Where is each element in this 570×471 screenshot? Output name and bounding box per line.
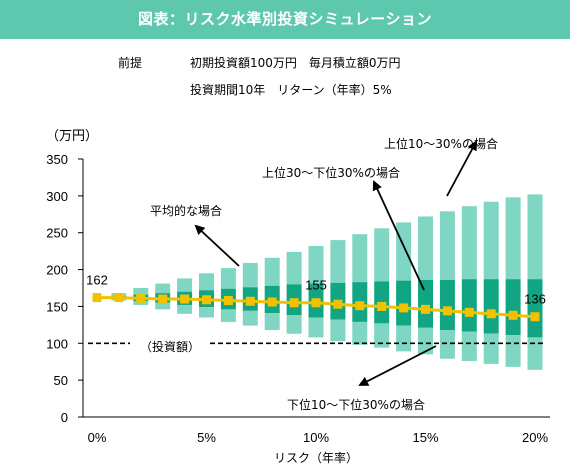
band-lower-10-30 xyxy=(308,317,324,338)
band-lower-10-30 xyxy=(155,302,171,310)
average-point xyxy=(421,304,430,314)
average-point xyxy=(267,297,277,307)
band-upper-10-30 xyxy=(505,197,521,280)
band-upper-10-30 xyxy=(286,251,302,285)
band-lower-10-30 xyxy=(330,319,346,342)
average-point xyxy=(486,309,496,319)
y-tick-label: 250 xyxy=(46,226,68,241)
average-point xyxy=(289,298,299,308)
x-tick-label: 0% xyxy=(88,430,107,445)
band-upper-10-30 xyxy=(330,240,346,283)
data-label: 162 xyxy=(86,273,108,288)
band-lower-10-30 xyxy=(418,327,433,355)
average-point xyxy=(136,293,146,303)
annotation-average: 平均的な場合 xyxy=(150,203,222,218)
band-upper-10-30 xyxy=(374,228,390,282)
premise-line-2: 投資期間10年 リターン（年率）5% xyxy=(190,83,392,97)
average-point xyxy=(355,301,365,311)
y-tick-label: 350 xyxy=(46,152,68,167)
band-lower-10-30 xyxy=(264,313,280,331)
band-lower-10-30 xyxy=(374,323,390,348)
average-point xyxy=(114,293,124,303)
average-point xyxy=(464,307,474,317)
band-upper-10-30 xyxy=(177,278,193,292)
arrow-average xyxy=(194,224,240,267)
band-upper30-lower30 xyxy=(527,279,543,338)
band-lower-10-30 xyxy=(396,325,412,352)
band-upper-10-30 xyxy=(199,273,214,291)
band-upper-10-30 xyxy=(264,257,280,286)
band-lower-10-30 xyxy=(133,301,149,305)
data-label: 155 xyxy=(305,278,327,293)
band-upper30-lower30 xyxy=(396,280,412,326)
band-lower-10-30 xyxy=(483,333,499,364)
band-upper-10-30 xyxy=(242,262,258,288)
y-tick-label: 300 xyxy=(46,189,68,204)
band-lower-10-30 xyxy=(177,304,193,314)
band-lower-10-30 xyxy=(461,331,477,361)
x-axis-label: リスク（年率） xyxy=(274,450,358,465)
arrow-upper-10-30 xyxy=(446,140,477,197)
band-upper30-lower30 xyxy=(505,279,521,336)
average-point xyxy=(180,294,190,304)
band-lower-10-30 xyxy=(505,335,521,367)
band-upper-10-30 xyxy=(308,245,324,284)
band-upper-10-30 xyxy=(155,283,171,294)
arrow-lower-10-30 xyxy=(358,345,437,386)
band-lower-10-30 xyxy=(242,310,258,326)
title-banner: 図表：リスク水準別投資シミュレーション xyxy=(0,0,570,39)
band-lower-10-30 xyxy=(527,337,543,370)
arrow-upper30-lower30 xyxy=(372,180,425,291)
band-upper-10-30 xyxy=(483,201,499,280)
average-point xyxy=(377,301,387,311)
average-point xyxy=(530,312,540,322)
annotation-lower-10-30: 下位10～下位30%の場合 xyxy=(287,397,425,412)
band-upper-10-30 xyxy=(461,206,477,280)
average-point xyxy=(158,294,168,304)
y-tick-label: 0 xyxy=(61,410,68,425)
premise-label: 前提 xyxy=(118,56,143,70)
band-lower-10-30 xyxy=(199,307,214,318)
average-point xyxy=(202,295,211,305)
band-upper-10-30 xyxy=(439,211,455,280)
x-tick-label: 5% xyxy=(197,430,216,445)
average-point xyxy=(92,293,102,303)
annotation-upper30-lower30: 上位30～下位30%の場合 xyxy=(262,165,400,180)
premise-line-1: 初期投資額100万円 毎月積立額0万円 xyxy=(190,56,401,70)
average-point xyxy=(245,296,255,306)
band-lower-10-30 xyxy=(352,321,368,345)
average-point xyxy=(442,306,452,316)
band-upper30-lower30 xyxy=(483,279,499,334)
chart-title: 図表：リスク水準別投資シミュレーション xyxy=(138,10,432,28)
band-upper-10-30 xyxy=(220,268,236,289)
average-point xyxy=(399,303,409,313)
band-lower-10-30 xyxy=(220,309,236,322)
y-unit-label: （万円） xyxy=(46,128,98,143)
band-lower-10-30 xyxy=(286,315,302,334)
band-lower-10-30 xyxy=(439,330,455,359)
reference-line-label: （投資額） xyxy=(140,339,200,354)
average-point xyxy=(508,310,518,320)
y-tick-label: 200 xyxy=(46,263,68,278)
band-upper-10-30 xyxy=(133,288,149,295)
band-upper-10-30 xyxy=(396,222,412,281)
band-upper30-lower30 xyxy=(418,279,433,328)
band-upper-10-30 xyxy=(418,216,433,280)
y-tick-label: 100 xyxy=(46,336,68,351)
annotation-upper-10-30: 上位10～30%の場合 xyxy=(384,136,498,151)
band-upper-10-30 xyxy=(352,234,368,283)
band-upper30-lower30 xyxy=(439,279,455,331)
y-tick-label: 50 xyxy=(54,373,68,388)
x-tick-label: 15% xyxy=(412,430,438,445)
average-point xyxy=(311,298,321,308)
average-point xyxy=(333,299,343,309)
average-point xyxy=(223,296,233,306)
x-tick-label: 10% xyxy=(303,430,329,445)
band-upper-10-30 xyxy=(527,194,543,280)
data-label: 136 xyxy=(524,292,546,307)
band-upper30-lower30 xyxy=(461,279,477,332)
y-tick-label: 150 xyxy=(46,299,68,314)
x-tick-label: 20% xyxy=(522,430,548,445)
